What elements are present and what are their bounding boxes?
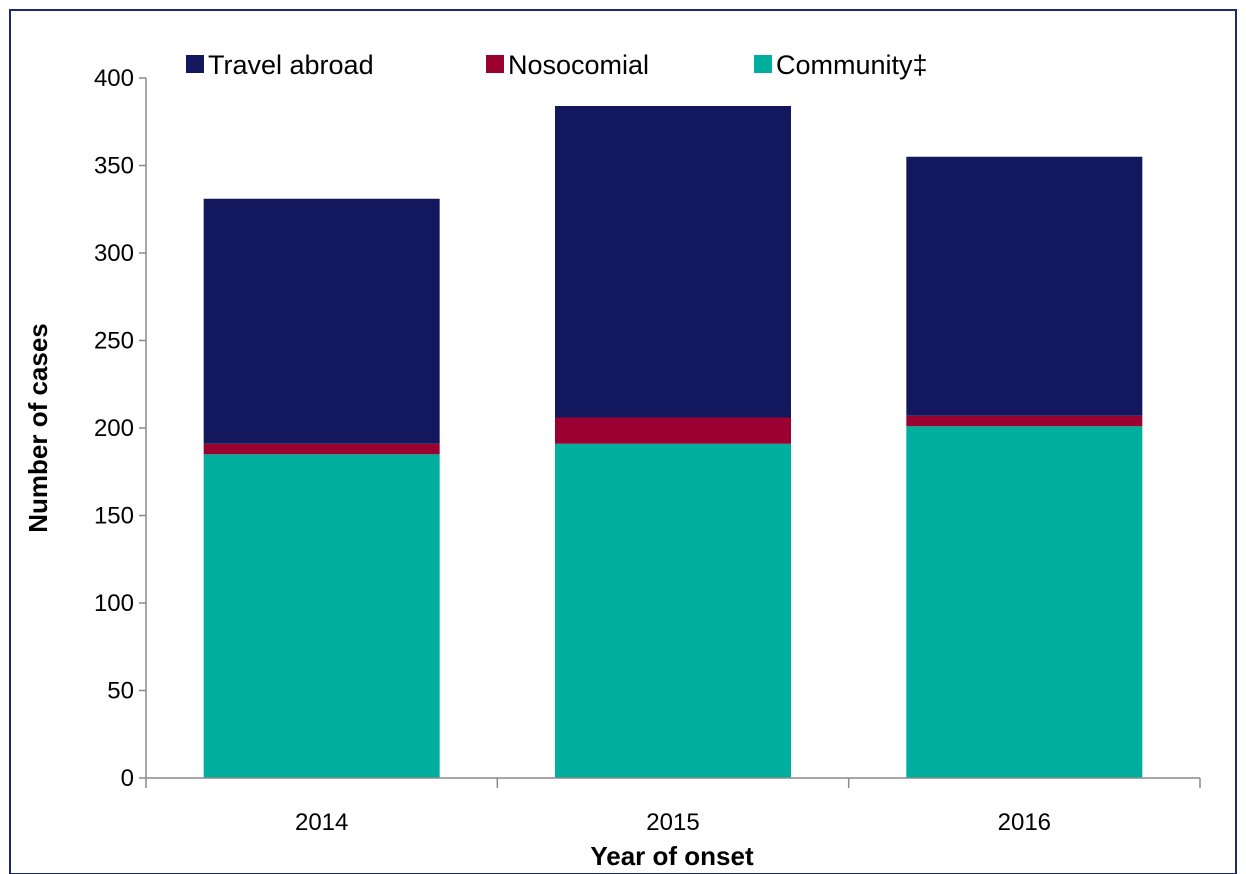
x-ticks-group: 2014 2015 2016: [145, 778, 1201, 836]
y-tick-label: 350: [94, 153, 134, 180]
x-tick-label: 2015: [646, 809, 699, 836]
legend-label: Nosocomial: [508, 50, 649, 80]
x-axis-title: Year of onset: [590, 841, 754, 871]
y-tick-label: 200: [94, 415, 134, 442]
legend-label: Community‡: [776, 50, 928, 80]
bar-2014-travelabroad: [203, 198, 440, 444]
y-tick-label: 300: [94, 240, 134, 267]
y-tick-label: 50: [107, 678, 134, 705]
y-axis-title: Number of cases: [23, 323, 53, 533]
y-tick-label: 150: [94, 503, 134, 530]
bar-2014-nosocomial: [203, 443, 440, 455]
y-ticks-group: 0 50 100 150 200 250 300 350 400: [94, 65, 146, 792]
legend-swatch: [186, 55, 204, 73]
bar-2014-community: [203, 454, 440, 778]
bar-2015-nosocomial: [555, 417, 791, 444]
y-tick-label: 100: [94, 590, 134, 617]
x-tick-label: 2014: [295, 809, 348, 836]
bar-2016-travelabroad: [906, 156, 1143, 416]
legend-swatch: [486, 55, 504, 73]
y-tick-label: 0: [121, 765, 134, 792]
x-tick-label: 2016: [998, 809, 1051, 836]
y-tick-label: 400: [94, 65, 134, 92]
bar-2015-travelabroad: [555, 106, 791, 418]
legend-swatch: [754, 55, 772, 73]
bars-group: [203, 106, 1143, 778]
bar-2015-community: [555, 443, 791, 778]
bar-2016-nosocomial: [906, 415, 1143, 427]
y-tick-label: 250: [94, 328, 134, 355]
bar-2016-community: [906, 426, 1143, 778]
legend: Travel abroad Nosocomial Community‡: [186, 50, 928, 80]
legend-label: Travel abroad: [208, 50, 374, 80]
